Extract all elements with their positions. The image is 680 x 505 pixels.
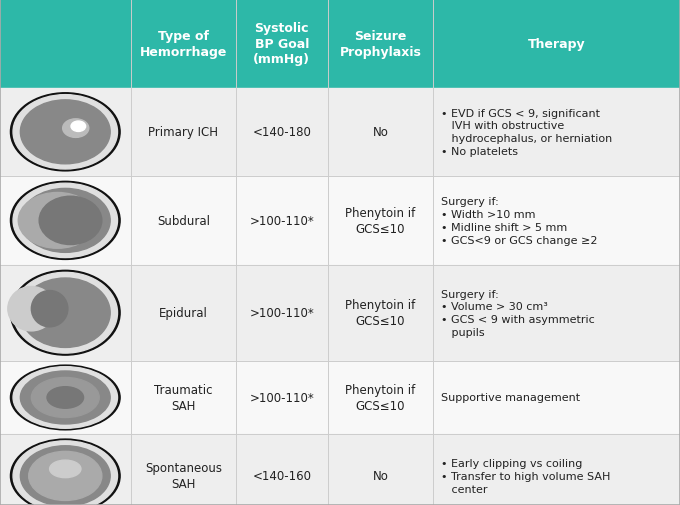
Ellipse shape — [13, 273, 118, 354]
Text: Spontaneous
SAH: Spontaneous SAH — [145, 462, 222, 490]
Text: Subdural: Subdural — [157, 215, 209, 227]
Ellipse shape — [20, 100, 110, 165]
Ellipse shape — [20, 189, 110, 253]
Ellipse shape — [31, 378, 99, 418]
Text: >100-110*: >100-110* — [250, 215, 314, 227]
Text: Surgery if:
• Width >10 mm
• Midline shift > 5 mm
• GCS<9 or GCS change ≥2: Surgery if: • Width >10 mm • Midline shi… — [441, 197, 598, 245]
Ellipse shape — [50, 460, 81, 478]
Ellipse shape — [31, 291, 68, 327]
Bar — [0, 88, 680, 177]
Text: Traumatic
SAH: Traumatic SAH — [154, 383, 213, 412]
Ellipse shape — [20, 278, 110, 348]
Bar — [0, 361, 680, 434]
Bar — [0, 434, 680, 505]
Text: Epidural: Epidural — [159, 307, 207, 320]
Text: Phenytoin if
GCS≤10: Phenytoin if GCS≤10 — [345, 383, 415, 412]
Text: • EVD if GCS < 9, significant
   IVH with obstructive
   hydrocephalus, or herni: • EVD if GCS < 9, significant IVH with o… — [441, 109, 613, 157]
Text: >100-110*: >100-110* — [250, 391, 314, 404]
Ellipse shape — [13, 367, 118, 428]
Text: No: No — [373, 126, 388, 139]
Ellipse shape — [8, 287, 55, 331]
Ellipse shape — [20, 371, 110, 424]
Ellipse shape — [13, 441, 118, 505]
Ellipse shape — [39, 197, 102, 245]
Text: No: No — [373, 470, 388, 482]
Ellipse shape — [10, 271, 120, 356]
Text: Systolic
BP Goal
(mmHg): Systolic BP Goal (mmHg) — [254, 22, 310, 66]
Text: Phenytoin if
GCS≤10: Phenytoin if GCS≤10 — [345, 298, 415, 328]
Text: Surgery if:
• Volume > 30 cm³
• GCS < 9 with asymmetric
   pupils: Surgery if: • Volume > 30 cm³ • GCS < 9 … — [441, 289, 595, 337]
Ellipse shape — [47, 387, 84, 409]
Ellipse shape — [29, 451, 102, 500]
Ellipse shape — [13, 95, 118, 170]
Ellipse shape — [10, 182, 120, 260]
Bar — [0, 177, 680, 265]
Ellipse shape — [13, 184, 118, 258]
Text: Primary ICH: Primary ICH — [148, 126, 218, 139]
Text: <140-160: <140-160 — [252, 470, 311, 482]
Ellipse shape — [20, 446, 110, 505]
Ellipse shape — [10, 93, 120, 172]
Text: Therapy: Therapy — [528, 38, 585, 50]
Text: Supportive management: Supportive management — [441, 393, 581, 402]
Text: <140-180: <140-180 — [252, 126, 311, 139]
Ellipse shape — [63, 120, 89, 138]
Ellipse shape — [71, 122, 86, 132]
Text: >100-110*: >100-110* — [250, 307, 314, 320]
Text: Type of
Hemorrhage: Type of Hemorrhage — [139, 30, 227, 59]
Ellipse shape — [10, 439, 120, 505]
Text: Phenytoin if
GCS≤10: Phenytoin if GCS≤10 — [345, 207, 415, 235]
Bar — [0, 0, 680, 88]
Text: • Early clipping vs coiling
• Transfer to high volume SAH
   center: • Early clipping vs coiling • Transfer t… — [441, 458, 611, 494]
Text: Seizure
Prophylaxis: Seizure Prophylaxis — [339, 30, 422, 59]
Ellipse shape — [10, 366, 120, 430]
Ellipse shape — [18, 193, 97, 249]
Bar — [0, 265, 680, 361]
